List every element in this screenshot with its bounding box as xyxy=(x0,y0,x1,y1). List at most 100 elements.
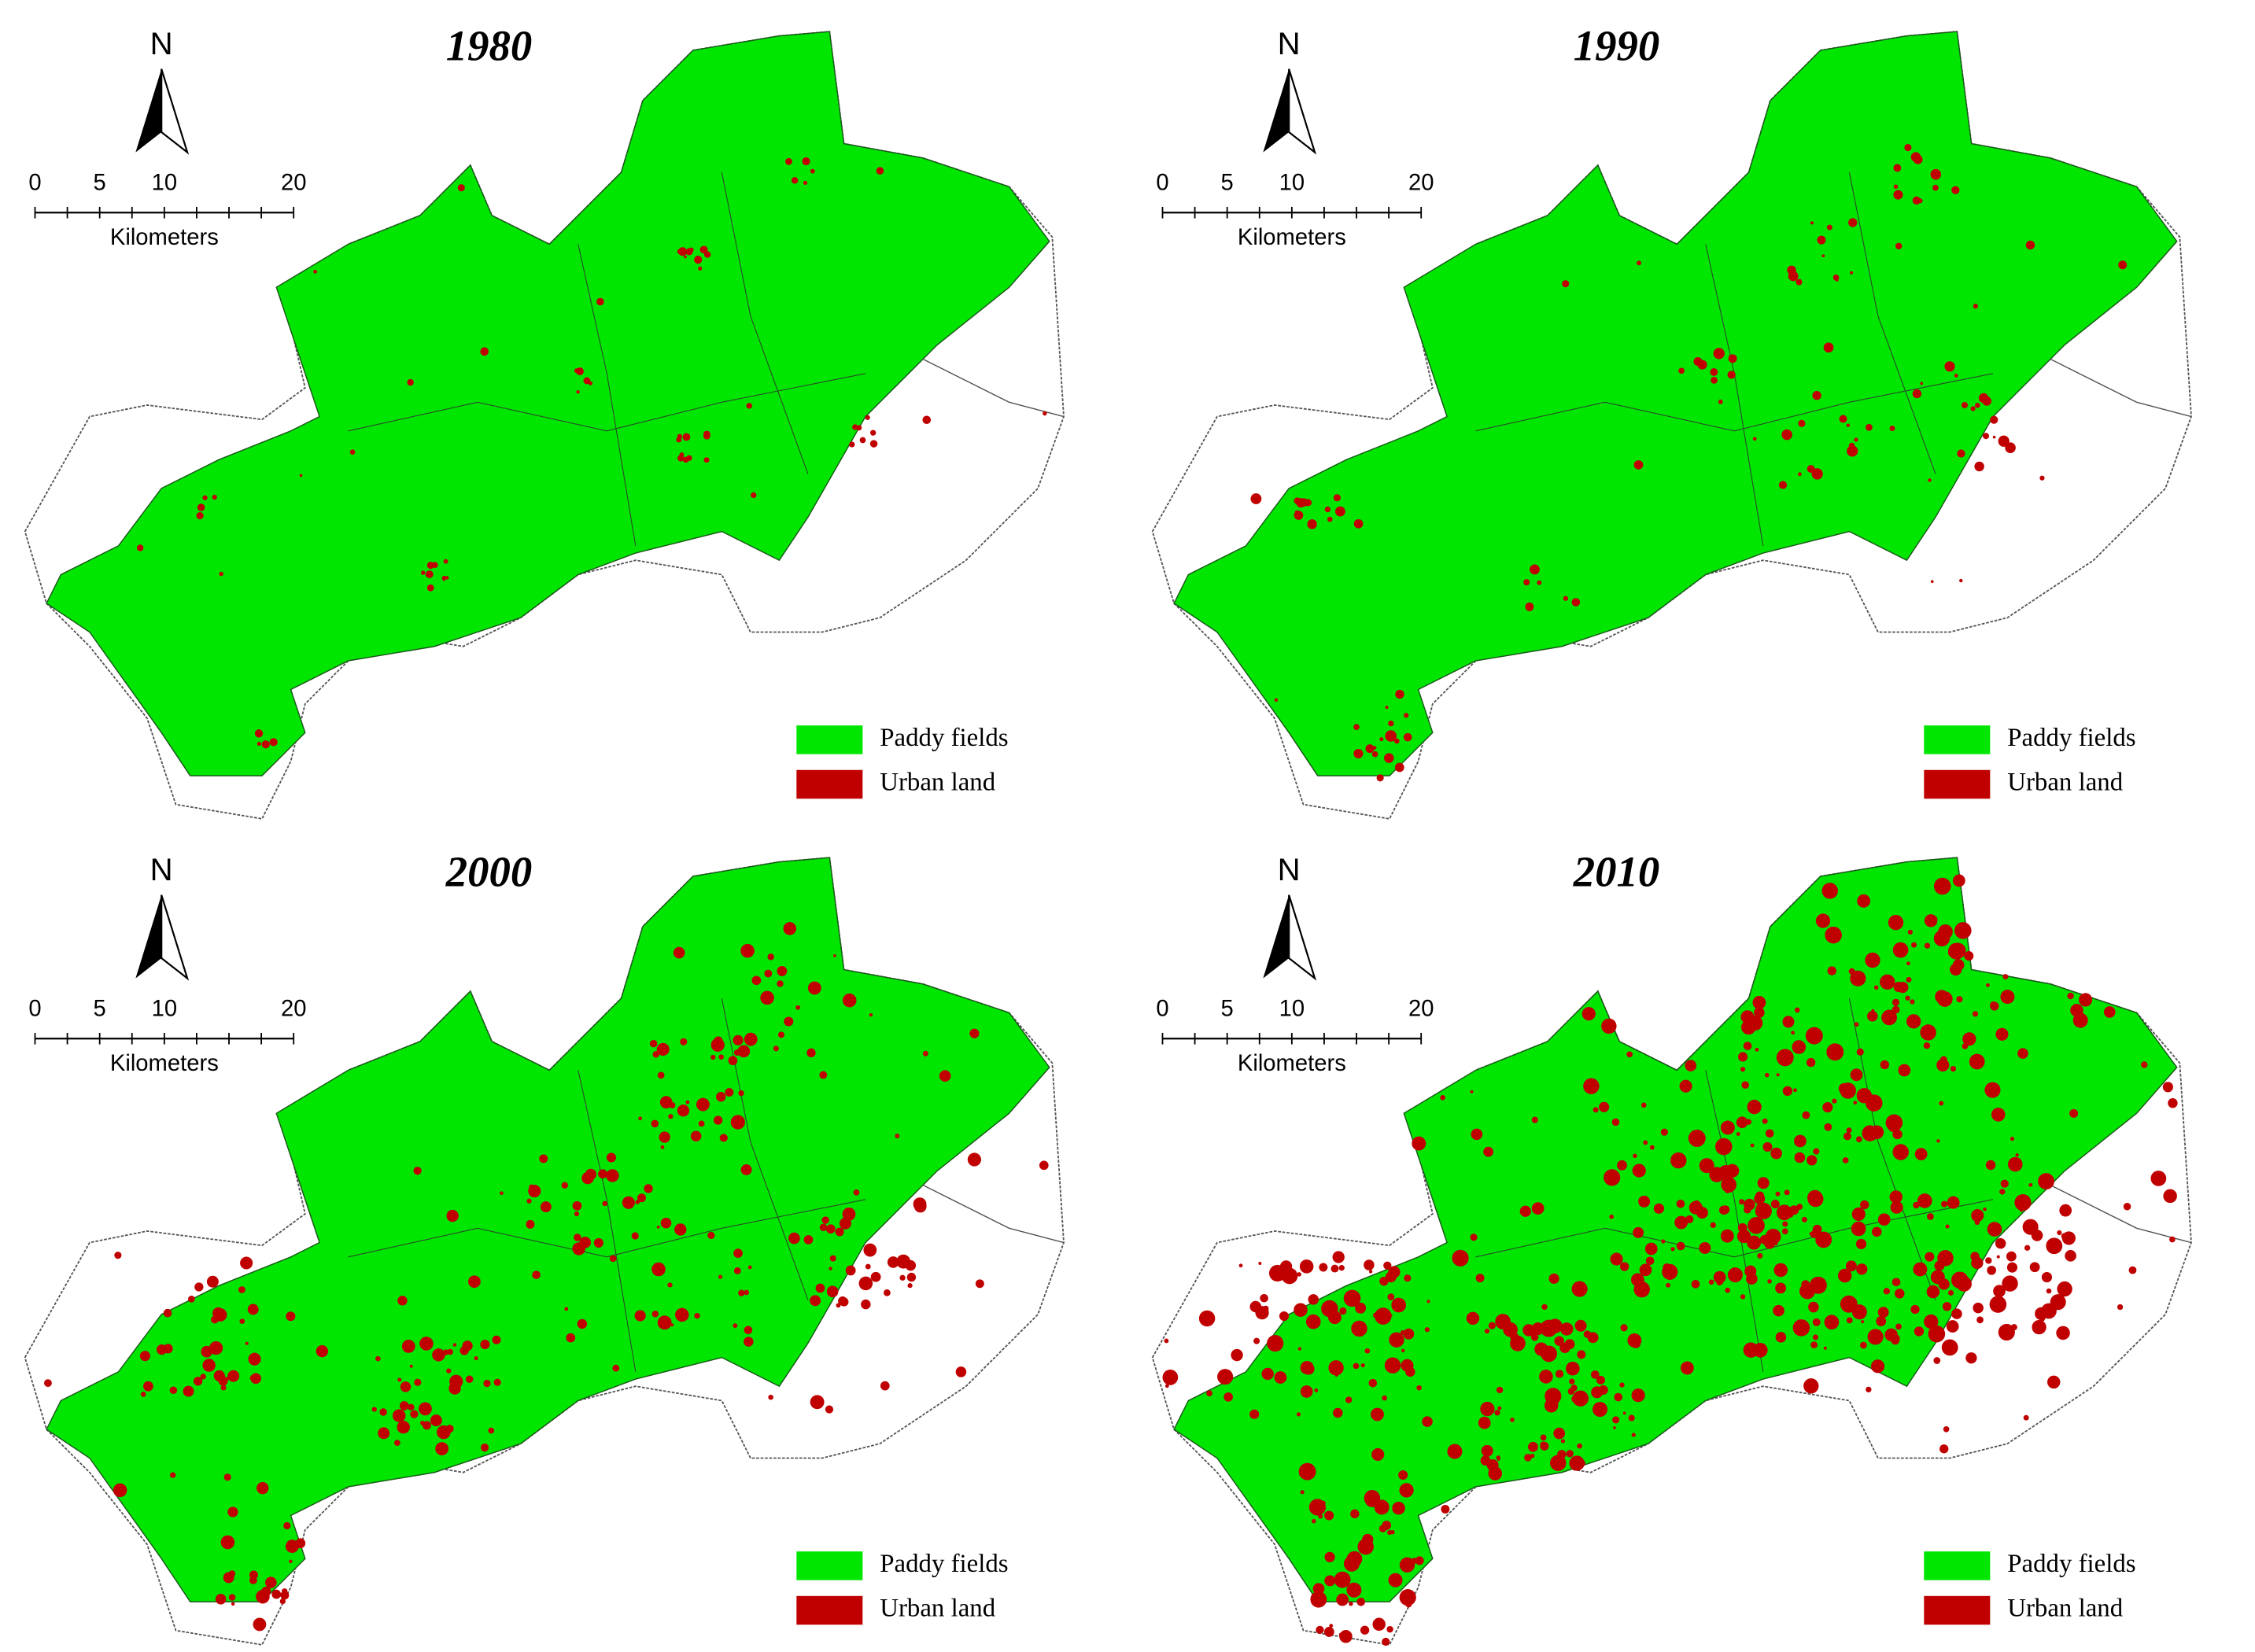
urban-patch xyxy=(1877,1307,1889,1318)
urban-patch xyxy=(1866,423,1873,431)
urban-patch xyxy=(2118,260,2128,270)
urban-patch xyxy=(261,740,270,749)
urban-patch xyxy=(2078,993,2093,1007)
urban-patch xyxy=(1416,1385,1422,1391)
urban-patch xyxy=(143,1381,153,1392)
urban-patch xyxy=(1892,1144,1909,1160)
urban-patch xyxy=(802,158,809,165)
urban-patch xyxy=(1792,1040,1807,1054)
urban-patch xyxy=(1365,744,1375,754)
urban-patch xyxy=(660,1145,665,1149)
urban-patch xyxy=(574,1211,580,1217)
urban-patch xyxy=(1853,1101,1858,1105)
urban-patch xyxy=(746,403,752,409)
north-arrow-left xyxy=(1263,68,1290,153)
urban-patch xyxy=(1987,1222,2002,1237)
urban-patch xyxy=(1531,1202,1545,1215)
urban-patch xyxy=(194,1282,204,1292)
urban-patch xyxy=(202,1359,216,1372)
urban-patch xyxy=(635,1200,640,1204)
urban-patch xyxy=(922,415,932,425)
urban-patch xyxy=(2000,990,2015,1005)
urban-patch xyxy=(1483,1146,1494,1157)
urban-patch xyxy=(1525,602,1534,611)
urban-patch xyxy=(1308,1294,1319,1305)
urban-patch xyxy=(840,1297,849,1307)
urban-patch xyxy=(2056,1326,2070,1340)
urban-patch xyxy=(1754,1007,1765,1018)
urban-patch xyxy=(1718,1205,1729,1215)
urban-patch xyxy=(744,1032,758,1046)
urban-patch xyxy=(1891,998,1900,1006)
urban-patch xyxy=(684,255,687,259)
urban-patch xyxy=(1382,1521,1392,1530)
urban-patch xyxy=(1353,724,1360,731)
urban-patch xyxy=(1851,1221,1866,1237)
urban-patch xyxy=(791,177,799,184)
urban-patch xyxy=(825,1405,834,1414)
urban-patch xyxy=(139,1351,150,1362)
urban-patch xyxy=(1217,1369,1234,1385)
urban-patch xyxy=(1384,753,1394,763)
urban-patch xyxy=(1548,1397,1559,1408)
urban-patch xyxy=(1338,1265,1345,1271)
urban-patch xyxy=(634,1310,646,1322)
north-arrow-left xyxy=(135,68,162,153)
urban-patch xyxy=(969,1028,980,1038)
urban-patch xyxy=(459,1346,469,1355)
panel-title: 2000 xyxy=(445,847,533,895)
urban-patch xyxy=(1553,1427,1565,1440)
urban-patch xyxy=(289,1559,293,1563)
urban-patch xyxy=(2067,992,2074,1000)
urban-patch xyxy=(1837,1268,1852,1283)
urban-patch xyxy=(2015,1153,2019,1157)
urban-patch xyxy=(256,1589,270,1604)
urban-patch xyxy=(751,975,762,986)
urban-patch xyxy=(1718,1164,1734,1182)
urban-patch xyxy=(1324,1510,1334,1521)
urban-patch xyxy=(1857,894,1871,908)
urban-patch xyxy=(227,1506,238,1517)
urban-patch xyxy=(1318,1514,1323,1519)
urban-patch xyxy=(249,1576,257,1584)
urban-patch xyxy=(1835,278,1839,282)
urban-patch xyxy=(1825,926,1842,944)
urban-patch xyxy=(1789,1205,1799,1215)
urban-patch xyxy=(1447,1444,1463,1459)
urban-patch xyxy=(420,570,426,575)
urban-patch xyxy=(223,1473,231,1481)
urban-patch xyxy=(1755,1047,1759,1052)
urban-patch xyxy=(1925,1252,1935,1262)
urban-patch xyxy=(1403,732,1412,742)
urban-patch xyxy=(1591,1370,1600,1379)
district-line xyxy=(721,172,809,474)
urban-patch xyxy=(1530,564,1540,575)
urban-patch xyxy=(866,1246,870,1250)
urban-patch xyxy=(295,1538,306,1549)
scale-unit: Kilometers xyxy=(1238,1051,1346,1076)
urban-patch xyxy=(1906,1014,1921,1029)
urban-patch xyxy=(1946,1320,1959,1333)
urban-patch xyxy=(1470,1090,1474,1093)
urban-patch xyxy=(2103,1006,2116,1018)
urban-patch xyxy=(1343,1289,1361,1307)
urban-patch xyxy=(1718,399,1723,404)
urban-patch xyxy=(2022,1219,2039,1235)
urban-patch xyxy=(585,1168,596,1180)
urban-patch xyxy=(1870,1359,1885,1374)
urban-patch xyxy=(2035,1307,2048,1321)
urban-patch xyxy=(1300,1385,1313,1398)
scale-unit: Kilometers xyxy=(1238,225,1346,250)
urban-patch xyxy=(1660,1128,1668,1136)
urban-patch xyxy=(2046,1237,2063,1255)
urban-patch xyxy=(651,1311,659,1318)
urban-patch xyxy=(1424,1327,1430,1333)
urban-patch xyxy=(1951,1308,1962,1319)
urban-patch xyxy=(644,1184,653,1193)
urban-patch xyxy=(316,1344,329,1358)
urban-patch xyxy=(1889,1190,1903,1204)
urban-patch xyxy=(1626,1051,1633,1058)
urban-patch xyxy=(975,1279,984,1289)
urban-patch xyxy=(1583,1078,1600,1094)
urban-patch xyxy=(1945,1224,1950,1229)
